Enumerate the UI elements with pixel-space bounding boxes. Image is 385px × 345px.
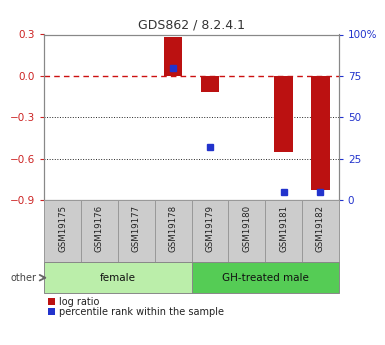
Text: GSM19181: GSM19181 xyxy=(279,205,288,252)
Bar xyxy=(164,37,182,76)
Text: other: other xyxy=(10,273,37,283)
Bar xyxy=(44,200,81,262)
Text: GSM19180: GSM19180 xyxy=(242,205,251,252)
Title: GDS862 / 8.2.4.1: GDS862 / 8.2.4.1 xyxy=(138,19,245,32)
Bar xyxy=(311,76,330,190)
Bar xyxy=(228,200,265,262)
Bar xyxy=(81,200,118,262)
Bar xyxy=(265,200,302,262)
Bar xyxy=(118,200,155,262)
Bar xyxy=(275,76,293,152)
Bar xyxy=(201,76,219,92)
Text: GSM19177: GSM19177 xyxy=(132,205,141,252)
Text: GSM19179: GSM19179 xyxy=(206,205,214,252)
Bar xyxy=(192,262,339,293)
Text: percentile rank within the sample: percentile rank within the sample xyxy=(59,307,224,316)
Text: female: female xyxy=(100,273,136,283)
Text: GH-treated male: GH-treated male xyxy=(222,273,309,283)
Bar xyxy=(192,200,228,262)
Text: GSM19182: GSM19182 xyxy=(316,205,325,252)
Text: GSM19175: GSM19175 xyxy=(58,205,67,252)
Bar xyxy=(155,200,192,262)
Text: GSM19176: GSM19176 xyxy=(95,205,104,252)
Bar xyxy=(302,200,339,262)
Bar xyxy=(44,262,192,293)
Text: GSM19178: GSM19178 xyxy=(169,205,177,252)
Text: log ratio: log ratio xyxy=(59,297,99,306)
